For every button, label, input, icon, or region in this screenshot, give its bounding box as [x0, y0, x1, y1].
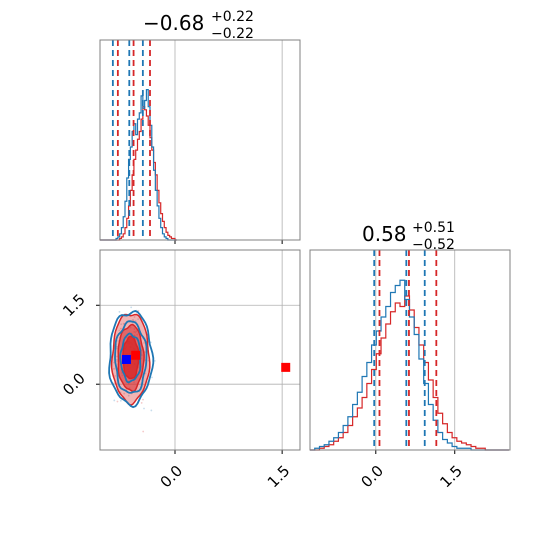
x-tick-label: 0.0: [357, 462, 387, 492]
title-param-1-plus: +0.22: [211, 9, 254, 25]
contour-series-a: [119, 332, 142, 384]
marker-series_b: [131, 350, 141, 360]
axes-frame: [309, 249, 511, 451]
scatter-point: [143, 407, 145, 410]
scatter-point: [150, 409, 153, 412]
title-param-1-median: −0.68: [143, 11, 204, 35]
title-param-2: 0.58 +0.51 −0.52: [362, 220, 455, 253]
scatter-point: [114, 374, 116, 377]
scatter-point: [113, 399, 116, 402]
scatter-point: [142, 430, 145, 433]
y-tick-labels-param-2: 0.0 1.5: [59, 290, 89, 399]
title-param-2-minus: −0.52: [412, 237, 455, 253]
x-tick-labels-param-2: 0.0 1.5: [357, 462, 466, 492]
scatter-point: [113, 367, 115, 370]
contour-series-a: [114, 320, 148, 394]
x-tick-label: 0.0: [157, 462, 187, 492]
scatter-point: [116, 358, 118, 361]
contour-series-a: [108, 310, 155, 409]
x-tick-label: 1.5: [264, 462, 294, 492]
scatter-point: [117, 339, 120, 342]
scatter-point: [116, 345, 118, 348]
scatter-point: [116, 360, 118, 363]
scatter-point: [153, 360, 156, 362]
scatter-point: [119, 327, 122, 330]
marker-series_a: [121, 354, 131, 364]
marker-series_b: [281, 362, 291, 372]
hist-series-b: [310, 295, 509, 451]
title-param-1: −0.68 +0.22 −0.22: [143, 9, 254, 42]
scatter-point: [151, 376, 153, 379]
scatter-point: [142, 398, 144, 401]
scatter-point: [127, 394, 130, 397]
scatter-point: [130, 306, 133, 309]
hist-series-a: [310, 279, 509, 451]
x-tick-label: 1.5: [436, 462, 466, 492]
scatter-point: [137, 318, 140, 320]
title-param-1-minus: −0.22: [211, 26, 254, 42]
axes-frame: [99, 39, 301, 241]
title-param-2-plus: +0.51: [412, 220, 455, 236]
title-param-2-median: 0.58: [362, 222, 407, 246]
scatter-contour-panel: [96, 249, 301, 454]
scatter-point: [133, 316, 136, 318]
scatter-point: [116, 355, 118, 358]
hist-series-b: [100, 106, 177, 241]
y-tick-label: 1.5: [59, 290, 89, 320]
y-tick-label: 0.0: [59, 369, 89, 399]
axes-frame: [99, 249, 301, 451]
x-tick-labels-param-1: 0.0 1.5: [157, 462, 294, 492]
histogram-param-1: [99, 39, 301, 244]
scatter-point: [119, 399, 122, 402]
histogram-param-2: [309, 249, 511, 454]
scatter-point: [113, 382, 116, 385]
scatter-point: [143, 341, 146, 344]
scatter-point: [118, 310, 121, 313]
scatter-point: [140, 402, 143, 404]
scatter-point: [123, 392, 126, 395]
scatter-point: [118, 329, 121, 332]
scatter-point: [116, 400, 119, 403]
scatter-point: [131, 318, 134, 321]
scatter-point: [120, 323, 123, 326]
scatter-point: [122, 322, 125, 325]
hist-series-a: [100, 89, 177, 241]
